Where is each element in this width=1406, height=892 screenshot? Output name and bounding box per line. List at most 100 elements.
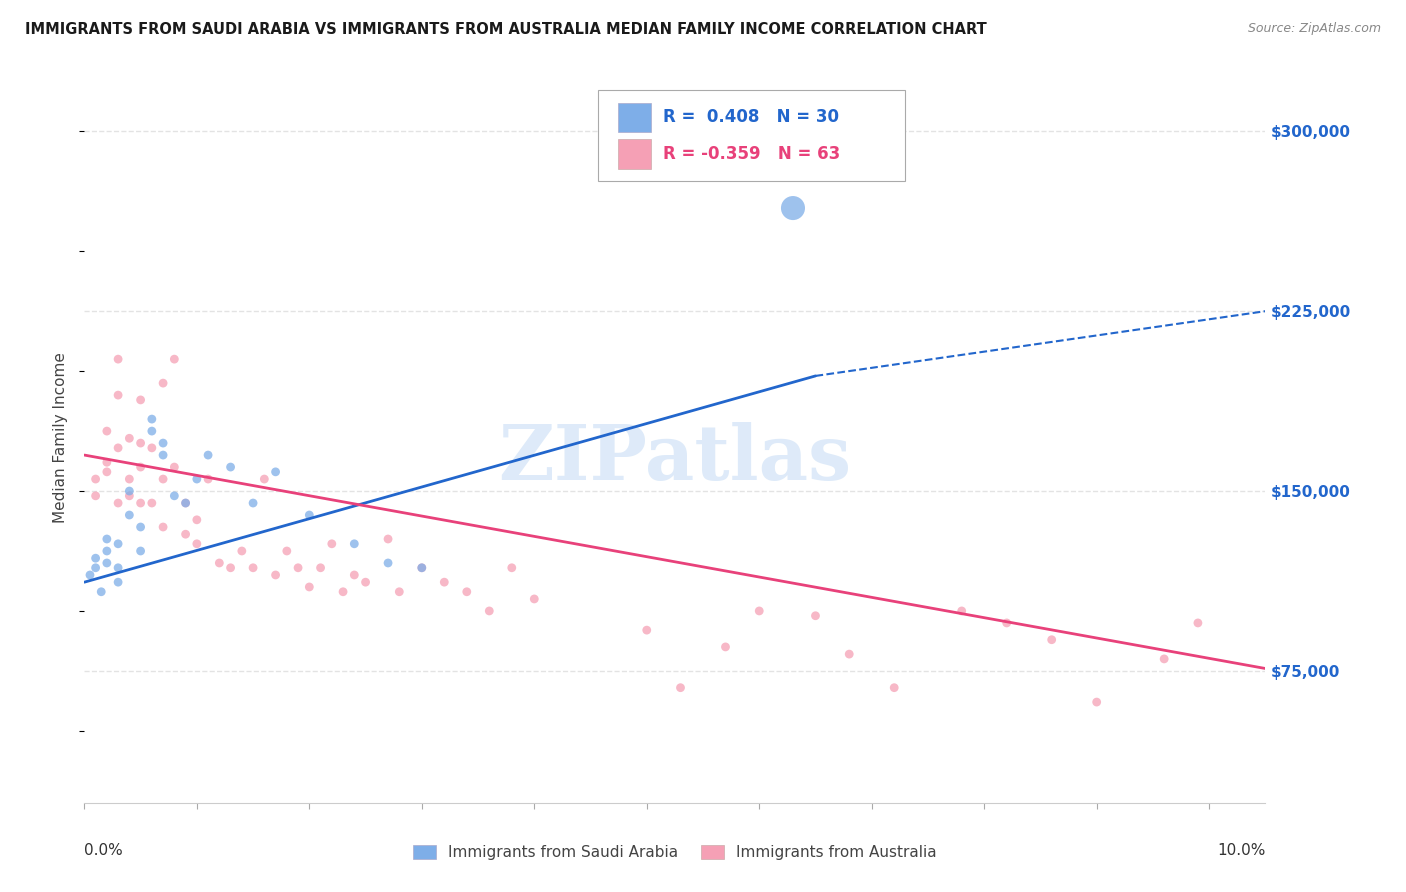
Point	[782, 201, 804, 215]
Point	[298, 580, 321, 594]
Point	[321, 537, 343, 551]
Point	[1040, 632, 1063, 647]
Point	[129, 392, 152, 407]
Point	[1153, 652, 1175, 666]
Point	[950, 604, 973, 618]
Y-axis label: Median Family Income: Median Family Income	[53, 351, 69, 523]
Point	[1187, 615, 1209, 630]
Text: R =  0.408   N = 30: R = 0.408 N = 30	[664, 109, 839, 127]
Point	[107, 537, 129, 551]
Point	[84, 489, 107, 503]
Point	[107, 561, 129, 575]
Point	[287, 561, 309, 575]
Point	[219, 561, 242, 575]
Point	[208, 556, 231, 570]
Point	[118, 508, 141, 522]
Point	[96, 455, 118, 469]
Point	[219, 460, 242, 475]
Point	[107, 575, 129, 590]
Text: 10.0%: 10.0%	[1218, 843, 1265, 858]
Point	[197, 472, 219, 486]
Point	[96, 544, 118, 558]
Point	[501, 561, 523, 575]
Point	[152, 436, 174, 450]
Legend: Immigrants from Saudi Arabia, Immigrants from Australia: Immigrants from Saudi Arabia, Immigrants…	[408, 840, 942, 864]
Point	[129, 520, 152, 534]
Point	[118, 483, 141, 498]
Point	[343, 568, 366, 582]
Point	[79, 568, 101, 582]
Point	[118, 489, 141, 503]
Point	[523, 591, 546, 606]
Point	[298, 508, 321, 522]
Point	[96, 424, 118, 438]
Point	[242, 561, 264, 575]
Point	[141, 441, 163, 455]
Point	[107, 496, 129, 510]
Point	[84, 472, 107, 486]
Point	[264, 568, 287, 582]
Point	[343, 537, 366, 551]
Point	[669, 681, 692, 695]
Point	[264, 465, 287, 479]
Point	[129, 460, 152, 475]
Bar	[619, 139, 651, 169]
Point	[478, 604, 501, 618]
Point	[107, 388, 129, 402]
Point	[152, 448, 174, 462]
Point	[197, 448, 219, 462]
Point	[174, 496, 197, 510]
Point	[995, 615, 1018, 630]
Point	[118, 431, 141, 445]
Point	[84, 561, 107, 575]
Point	[163, 352, 186, 367]
Point	[242, 496, 264, 510]
Point	[276, 544, 298, 558]
Point	[883, 681, 905, 695]
Point	[90, 584, 112, 599]
Point	[152, 376, 174, 391]
Text: R = -0.359   N = 63: R = -0.359 N = 63	[664, 145, 841, 163]
Point	[253, 472, 276, 486]
Point	[186, 537, 208, 551]
Point	[186, 513, 208, 527]
Point	[748, 604, 770, 618]
Point	[838, 647, 860, 661]
Point	[96, 465, 118, 479]
Point	[411, 561, 433, 575]
FancyBboxPatch shape	[598, 90, 905, 181]
Point	[129, 544, 152, 558]
Point	[332, 584, 354, 599]
Point	[107, 352, 129, 367]
Point	[411, 561, 433, 575]
Point	[1085, 695, 1108, 709]
Point	[377, 532, 399, 546]
Point	[377, 556, 399, 570]
Point	[636, 623, 658, 637]
Point	[354, 575, 377, 590]
Point	[163, 489, 186, 503]
Point	[163, 460, 186, 475]
Point	[804, 608, 827, 623]
Point	[152, 472, 174, 486]
Point	[456, 584, 478, 599]
Point	[129, 436, 152, 450]
Point	[714, 640, 737, 654]
Point	[107, 441, 129, 455]
Point	[174, 527, 197, 541]
Point	[388, 584, 411, 599]
Point	[174, 496, 197, 510]
Point	[96, 556, 118, 570]
Point	[84, 551, 107, 566]
Bar	[619, 103, 651, 132]
Point	[309, 561, 332, 575]
Point	[141, 412, 163, 426]
Point	[118, 472, 141, 486]
Point	[152, 520, 174, 534]
Point	[141, 496, 163, 510]
Point	[96, 532, 118, 546]
Point	[231, 544, 253, 558]
Point	[129, 496, 152, 510]
Text: IMMIGRANTS FROM SAUDI ARABIA VS IMMIGRANTS FROM AUSTRALIA MEDIAN FAMILY INCOME C: IMMIGRANTS FROM SAUDI ARABIA VS IMMIGRAN…	[25, 22, 987, 37]
Point	[433, 575, 456, 590]
